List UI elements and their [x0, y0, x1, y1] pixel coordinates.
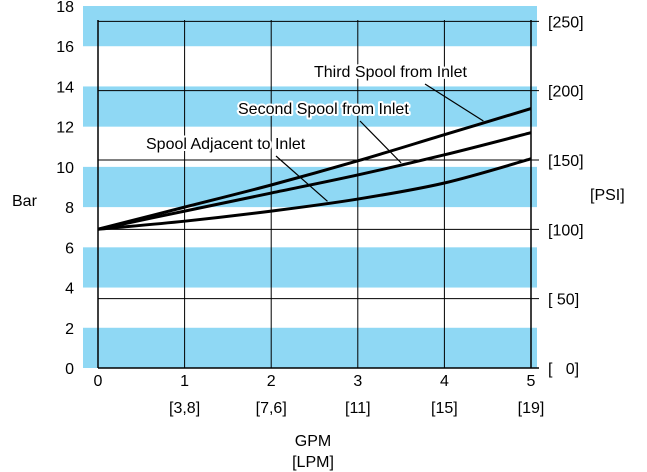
- x-tick-sublabel: [15]: [431, 400, 458, 417]
- annotation-leader: [424, 83, 484, 122]
- y-axis-label: Bar: [12, 193, 38, 210]
- y-tick-label: 14: [56, 79, 74, 96]
- y-tick-label: 4: [65, 281, 74, 298]
- band: [83, 327, 537, 368]
- annotation-label: Spool Adjacent to Inlet: [146, 136, 306, 153]
- y2-tick-label: [150]: [548, 153, 584, 170]
- y-tick-label: 2: [65, 321, 74, 338]
- x-tick-label: 1: [180, 373, 189, 390]
- y2-tick-label: [250]: [548, 14, 584, 31]
- band: [83, 247, 537, 288]
- series-line: [97, 131, 532, 231]
- annotation-label: Third Spool from Inlet: [314, 64, 468, 81]
- x-tick-label: 2: [267, 373, 276, 390]
- x-tick-sublabel: [3,8]: [169, 400, 200, 417]
- series-lines: [97, 107, 532, 231]
- y-tick-label: 0: [65, 361, 74, 378]
- background-bands: [83, 6, 537, 368]
- annotation-leader: [275, 155, 328, 202]
- y-tick-label: 10: [56, 160, 74, 177]
- y-tick-label: 6: [65, 240, 74, 257]
- x-axis-label: GPM: [295, 433, 331, 450]
- annotation-leader: [359, 120, 402, 164]
- x-tick-label: 0: [94, 373, 103, 390]
- y2-tick-label: [100]: [548, 222, 584, 239]
- y2-tick-label: [ 0]: [548, 361, 579, 378]
- y2-axis-label: [PSI]: [590, 187, 625, 204]
- x-tick-label: 5: [527, 373, 536, 390]
- x-axis-secondary-label: [LPM]: [292, 454, 334, 471]
- x-tick-sublabel: [19]: [518, 400, 545, 417]
- y-tick-label: 8: [65, 200, 74, 217]
- x-tick-label: 3: [353, 373, 362, 390]
- y2-tick-label: [ 50]: [548, 292, 579, 309]
- x-tick-sublabel: [7,6]: [256, 400, 287, 417]
- series-line: [97, 107, 532, 231]
- series-line: [97, 157, 532, 231]
- axes: [ 0][ 50][100][150][200][250]02468101214…: [56, 0, 583, 417]
- annotations: Third Spool from Inlet Second Spool from …: [144, 62, 484, 202]
- y-tick-label: 18: [56, 0, 74, 16]
- band: [83, 6, 537, 47]
- y-tick-label: 16: [56, 39, 74, 56]
- annotation-label: Second Spool from Inlet: [238, 101, 409, 118]
- x-tick-sublabel: [11]: [345, 400, 371, 417]
- x-tick-label: 4: [440, 373, 449, 390]
- y-tick-label: 12: [56, 120, 74, 137]
- y2-tick-label: [200]: [548, 84, 584, 101]
